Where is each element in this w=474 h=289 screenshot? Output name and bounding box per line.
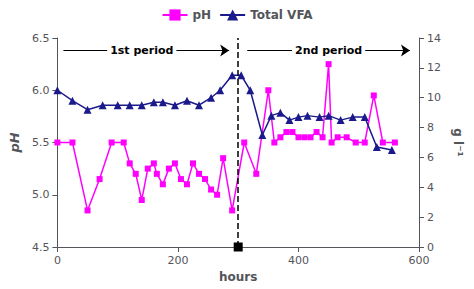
svg-text:4: 4 [427, 181, 434, 194]
svg-text:Total VFA: Total VFA [250, 8, 313, 22]
svg-text:pH: pH [7, 132, 22, 153]
svg-text:1st period: 1st period [110, 44, 173, 57]
svg-text:8: 8 [427, 121, 434, 134]
svg-text:6.0: 6.0 [32, 84, 50, 97]
svg-text:6: 6 [427, 151, 434, 164]
svg-text:12: 12 [427, 61, 441, 74]
svg-text:400: 400 [288, 254, 309, 267]
svg-text:g l⁻¹: g l⁻¹ [451, 128, 465, 156]
svg-text:6.5: 6.5 [32, 32, 50, 45]
svg-text:600: 600 [409, 254, 430, 267]
svg-text:4.5: 4.5 [32, 241, 50, 254]
svg-text:10: 10 [427, 91, 441, 104]
svg-text:pH: pH [193, 8, 212, 22]
svg-text:14: 14 [427, 32, 441, 45]
svg-text:0: 0 [427, 241, 434, 254]
svg-text:5.0: 5.0 [32, 188, 50, 201]
svg-text:200: 200 [167, 254, 188, 267]
svg-text:2: 2 [427, 211, 434, 224]
svg-text:2nd period: 2nd period [295, 44, 362, 57]
svg-text:5.5: 5.5 [32, 136, 50, 149]
svg-text:0: 0 [54, 254, 61, 267]
svg-text:hours: hours [219, 270, 257, 284]
